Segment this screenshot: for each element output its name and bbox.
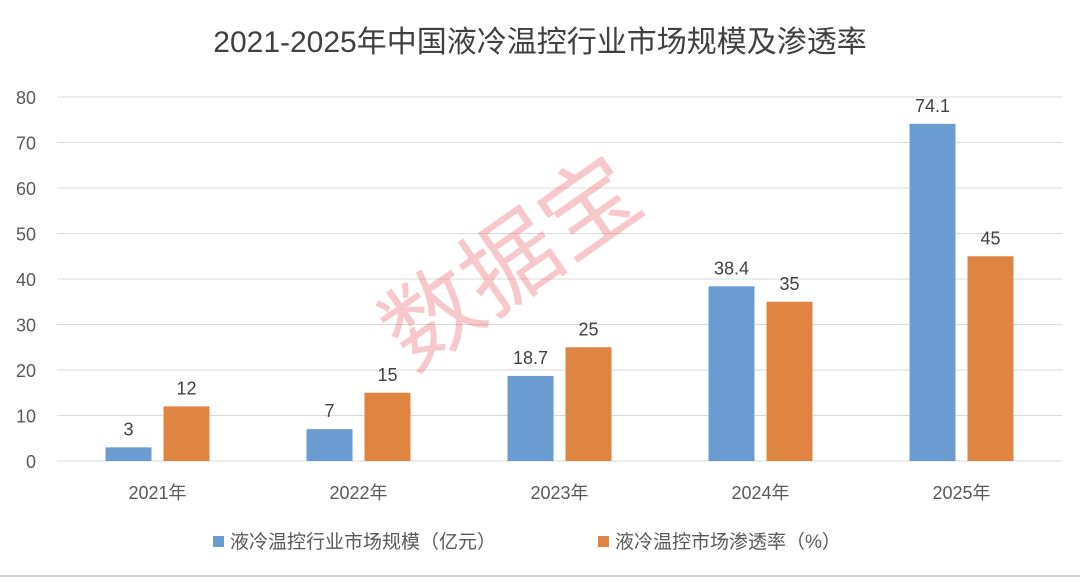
x-tick-label: 2025年 bbox=[932, 483, 990, 503]
bar-market-size bbox=[306, 429, 353, 461]
legend-swatch bbox=[213, 536, 224, 547]
bar-penetration bbox=[364, 392, 411, 461]
chart-title: 2021-2025年中国液冷温控行业市场规模及渗透率 bbox=[213, 26, 866, 59]
legend-label: 液冷温控市场渗透率（%） bbox=[615, 531, 841, 553]
data-label: 18.7 bbox=[513, 348, 548, 368]
data-labels: 3 12 7 15 18.7 25 38.4 35 74.1 45 bbox=[123, 96, 1000, 440]
x-tick-label: 2023年 bbox=[530, 483, 588, 503]
legend-swatch bbox=[598, 536, 609, 547]
legend-label: 液冷温控行业市场规模（亿元） bbox=[230, 531, 496, 553]
y-tick-labels: 0 10 20 30 40 50 60 70 80 bbox=[16, 88, 36, 472]
data-label: 74.1 bbox=[915, 96, 950, 116]
data-label: 15 bbox=[377, 365, 397, 385]
gridlines bbox=[57, 96, 1062, 462]
y-tick-label: 30 bbox=[16, 316, 36, 336]
bar-market-size bbox=[708, 286, 755, 461]
bar-penetration bbox=[766, 301, 813, 461]
bars bbox=[105, 123, 1014, 461]
data-label: 3 bbox=[123, 419, 133, 439]
data-label: 7 bbox=[324, 401, 334, 421]
data-label: 45 bbox=[980, 228, 1000, 248]
legend: 液冷温控行业市场规模（亿元） 液冷温控市场渗透率（%） bbox=[213, 531, 841, 553]
bar-market-size bbox=[105, 447, 152, 461]
x-tick-label: 2024年 bbox=[731, 483, 789, 503]
bar-market-size bbox=[909, 123, 956, 461]
y-tick-label: 50 bbox=[16, 225, 36, 245]
watermark: 数据宝 bbox=[363, 137, 660, 390]
x-tick-label: 2022年 bbox=[329, 483, 387, 503]
bar-penetration bbox=[565, 347, 612, 461]
data-label: 38.4 bbox=[714, 258, 749, 278]
data-label: 25 bbox=[578, 319, 598, 339]
y-tick-label: 20 bbox=[16, 361, 36, 381]
x-tick-labels: 2021年 2022年 2023年 2024年 2025年 bbox=[128, 483, 990, 503]
y-tick-label: 80 bbox=[16, 88, 36, 108]
y-tick-label: 40 bbox=[16, 270, 36, 290]
x-tick-label: 2021年 bbox=[128, 483, 186, 503]
bar-penetration bbox=[967, 256, 1014, 461]
y-tick-label: 10 bbox=[16, 407, 36, 427]
data-label: 35 bbox=[779, 274, 799, 294]
y-tick-label: 0 bbox=[26, 452, 36, 472]
bar-market-size bbox=[507, 375, 554, 461]
y-tick-label: 70 bbox=[16, 134, 36, 154]
y-tick-label: 60 bbox=[16, 179, 36, 199]
bar-penetration bbox=[163, 406, 210, 461]
data-label: 12 bbox=[176, 378, 196, 398]
